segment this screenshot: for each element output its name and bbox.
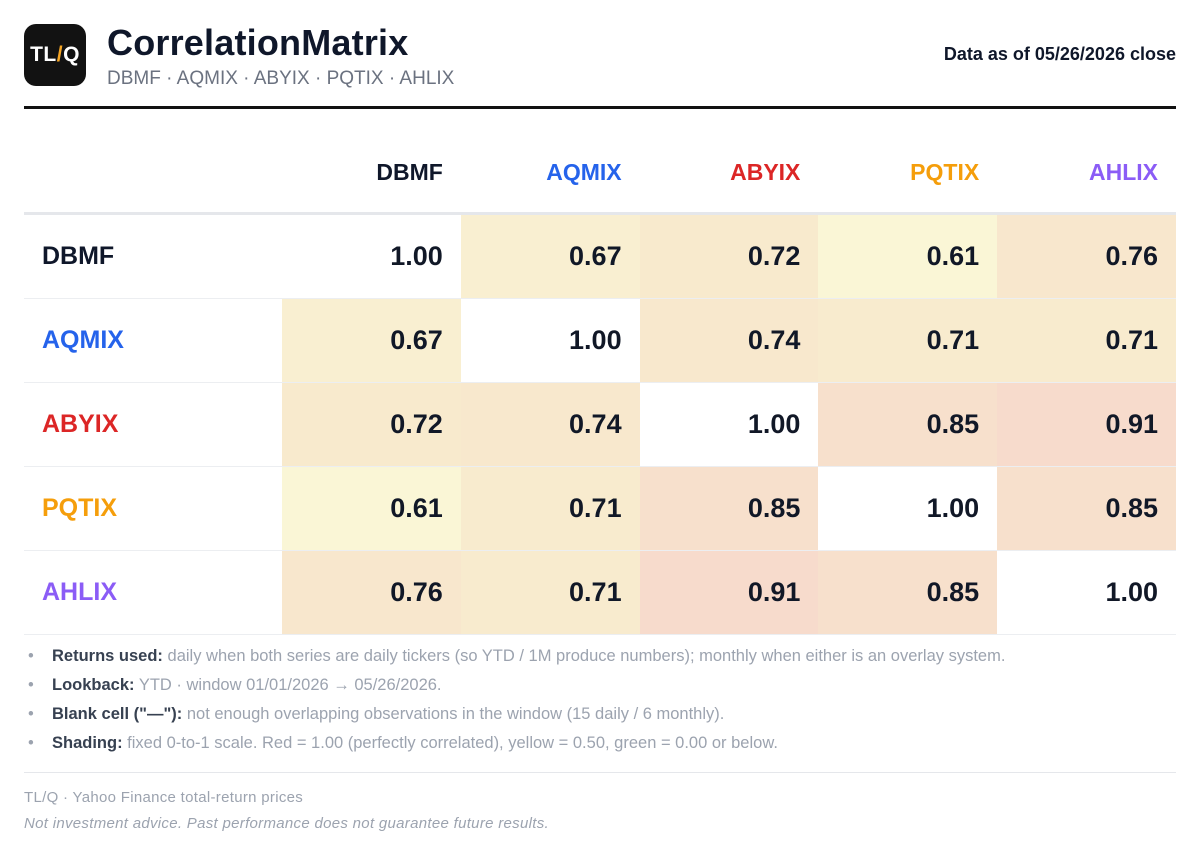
correlation-cell: 0.72 bbox=[639, 213, 819, 299]
column-header: DBMF bbox=[282, 132, 461, 215]
correlation-cell: 0.85 bbox=[818, 382, 998, 467]
note-item: • Shading: fixed 0-to-1 scale. Red = 1.00… bbox=[28, 729, 1178, 758]
matrix-row: DBMF 1.00 0.67 0.72 0.61 0.76 bbox=[24, 213, 1176, 299]
data-as-of-label: Data as of 05/26/2026 close bbox=[943, 44, 1176, 64]
column-header: ABYIX bbox=[639, 132, 819, 215]
bullet-icon: • bbox=[28, 676, 34, 694]
methodology-notes: • Returns used: daily when both series ar… bbox=[28, 642, 1178, 758]
correlation-cell: 1.00 bbox=[818, 466, 998, 551]
row-header: DBMF bbox=[24, 213, 282, 299]
correlation-cell: 0.74 bbox=[460, 382, 640, 467]
row-header: PQTIX bbox=[24, 466, 282, 551]
column-header: PQTIX bbox=[818, 132, 998, 215]
bullet-icon: • bbox=[28, 705, 34, 723]
row-header: ABYIX bbox=[24, 382, 282, 467]
tlq-logo: TL / Q bbox=[24, 24, 86, 86]
correlation-cell: 1.00 bbox=[282, 213, 461, 299]
correlation-cell: 0.61 bbox=[818, 213, 998, 299]
correlation-cell: 0.76 bbox=[997, 213, 1176, 299]
disclaimer: Not investment advice. Past performance … bbox=[24, 815, 549, 832]
correlation-cell: 0.91 bbox=[639, 550, 819, 635]
row-header: AHLIX bbox=[24, 550, 282, 635]
matrix-row: PQTIX 0.61 0.71 0.85 1.00 0.85 bbox=[24, 466, 1176, 551]
correlation-cell: 0.72 bbox=[282, 382, 461, 467]
header-divider bbox=[24, 106, 1176, 109]
note-item: • Lookback: YTD · window 01/01/2026 → 05/… bbox=[28, 671, 1178, 700]
column-header-row: DBMF AQMIX ABYIX PQTIX AHLIX bbox=[24, 132, 1176, 215]
correlation-cell: 0.71 bbox=[818, 298, 998, 383]
matrix-row: AHLIX 0.76 0.71 0.91 0.85 1.00 bbox=[24, 550, 1176, 635]
correlation-cell: 0.85 bbox=[997, 466, 1176, 551]
correlation-cell: 1.00 bbox=[639, 382, 819, 467]
correlation-cell: 0.71 bbox=[460, 466, 640, 551]
page-title: CorrelationMatrix bbox=[107, 22, 409, 63]
correlation-cell: 1.00 bbox=[460, 298, 640, 383]
footer-divider bbox=[24, 772, 1176, 773]
correlation-matrix-table: DBMF AQMIX ABYIX PQTIX AHLIX DBMF 1.00 0.6… bbox=[24, 132, 1176, 635]
page-header: TL / Q CorrelationMatrix DBMF · AQMIX · AB… bbox=[24, 22, 1176, 108]
column-header: AHLIX bbox=[997, 132, 1176, 215]
note-item: • Returns used: daily when both series ar… bbox=[28, 642, 1178, 671]
matrix-row: ABYIX 0.72 0.74 1.00 0.85 0.91 bbox=[24, 382, 1176, 467]
note-item: • Blank cell ("—"): not enough overlappin… bbox=[28, 700, 1178, 729]
correlation-cell: 1.00 bbox=[997, 550, 1176, 635]
source-note: TL/Q · Yahoo Finance total-return prices bbox=[24, 789, 304, 806]
correlation-cell: 0.67 bbox=[460, 213, 640, 299]
correlation-cell: 0.71 bbox=[460, 550, 640, 635]
corner-cell bbox=[24, 132, 282, 215]
correlation-cell: 0.71 bbox=[997, 298, 1176, 383]
correlation-cell: 0.74 bbox=[639, 298, 819, 383]
correlation-cell: 0.61 bbox=[282, 466, 461, 551]
column-header: AQMIX bbox=[460, 132, 640, 215]
correlation-cell: 0.85 bbox=[639, 466, 819, 551]
correlation-cell: 0.67 bbox=[282, 298, 461, 383]
correlation-cell: 0.85 bbox=[818, 550, 998, 635]
ticker-subtitle: DBMF · AQMIX · ABYIX · PQTIX · AHLIX bbox=[107, 68, 455, 89]
row-header: AQMIX bbox=[24, 298, 282, 383]
matrix-row: AQMIX 0.67 1.00 0.74 0.71 0.71 bbox=[24, 298, 1176, 383]
bullet-icon: • bbox=[28, 734, 34, 752]
correlation-cell: 0.76 bbox=[282, 550, 461, 635]
correlation-cell: 0.91 bbox=[997, 382, 1176, 467]
bullet-icon: • bbox=[28, 647, 34, 665]
